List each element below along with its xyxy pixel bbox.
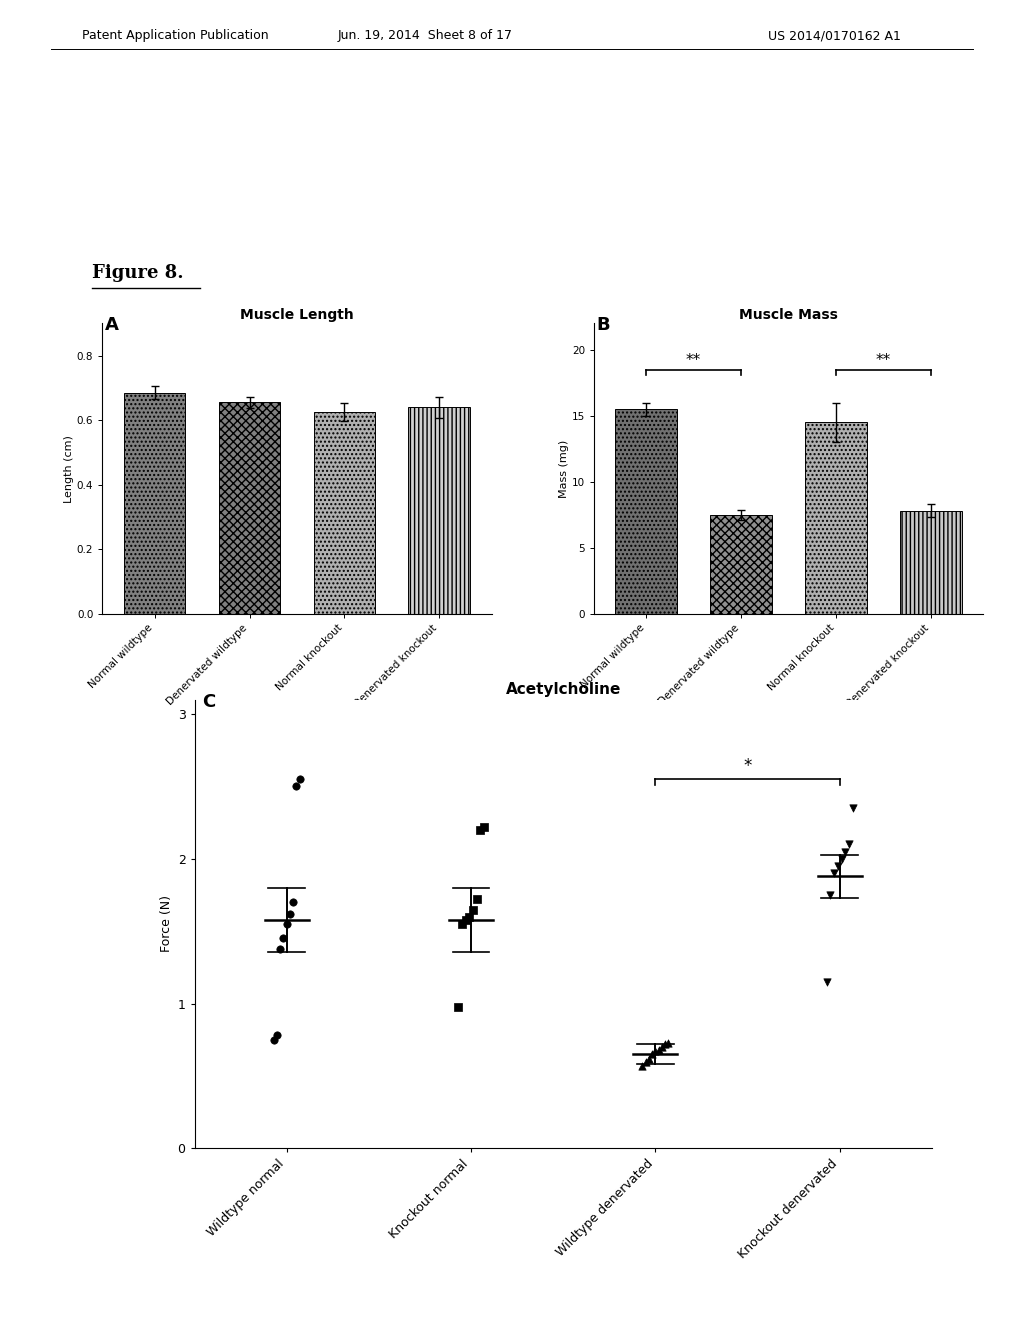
Bar (219, 403, 281, 614)
Title: Muscle Length: Muscle Length (240, 309, 354, 322)
Point (634, 1055, 650, 1076)
Text: US 2014/0170162 A1: US 2014/0170162 A1 (768, 29, 901, 42)
Point (461, 907, 477, 928)
Text: **: ** (686, 352, 701, 367)
Point (837, 841, 853, 862)
Point (272, 939, 289, 960)
Point (288, 776, 304, 797)
Point (845, 797, 861, 818)
Bar (711, 515, 772, 614)
Y-axis label: Force (N): Force (N) (161, 895, 173, 953)
Title: Acetylcholine: Acetylcholine (506, 682, 621, 697)
Point (454, 913, 470, 935)
Point (275, 928, 292, 949)
Point (458, 909, 474, 931)
Y-axis label: Length (cm): Length (cm) (65, 434, 74, 503)
Text: *: * (743, 756, 752, 775)
Point (647, 1041, 664, 1063)
Bar (900, 511, 962, 614)
Text: **: ** (876, 352, 891, 367)
Bar (313, 412, 375, 614)
Point (653, 1036, 670, 1057)
Bar (409, 408, 470, 614)
Text: C: C (202, 693, 215, 711)
Point (641, 1048, 657, 1069)
Point (650, 1039, 667, 1060)
Bar (805, 422, 866, 614)
Text: Figure 8.: Figure 8. (92, 264, 183, 282)
Text: Patent Application Publication: Patent Application Publication (82, 29, 268, 42)
Point (656, 1034, 673, 1055)
Point (476, 817, 493, 838)
Point (660, 1032, 677, 1053)
Point (269, 1024, 286, 1045)
Text: A: A (105, 315, 119, 334)
Bar (124, 393, 185, 614)
Point (468, 888, 484, 909)
Title: Muscle Mass: Muscle Mass (739, 309, 838, 322)
Point (292, 768, 308, 789)
Point (282, 903, 298, 924)
Point (285, 892, 301, 913)
Y-axis label: Mass (mg): Mass (mg) (559, 440, 569, 498)
Point (818, 972, 835, 993)
Point (834, 849, 850, 870)
Bar (615, 409, 677, 614)
Point (644, 1044, 660, 1065)
Point (841, 834, 857, 855)
Point (279, 913, 295, 935)
Point (826, 863, 843, 884)
Point (472, 820, 488, 841)
Point (638, 1051, 654, 1072)
Point (265, 1030, 282, 1051)
Point (822, 884, 839, 906)
Point (829, 855, 846, 876)
Point (450, 997, 466, 1018)
Point (465, 899, 481, 920)
Text: B: B (597, 315, 610, 334)
Text: Jun. 19, 2014  Sheet 8 of 17: Jun. 19, 2014 Sheet 8 of 17 (338, 29, 512, 42)
